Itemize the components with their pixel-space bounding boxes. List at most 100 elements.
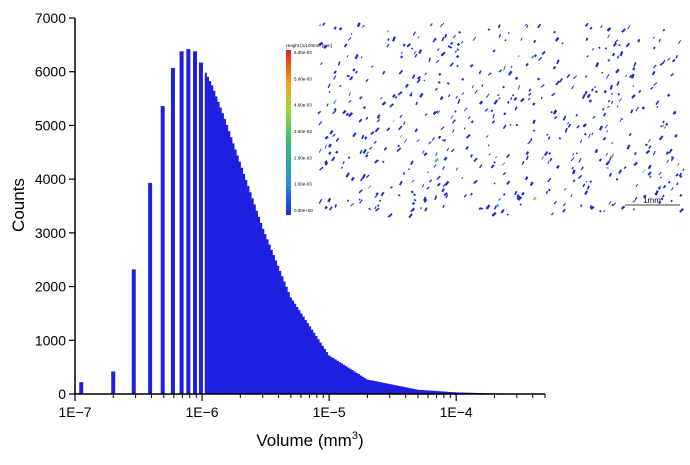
inset-speck — [525, 151, 530, 156]
inset-speck — [517, 196, 523, 201]
inset-speck — [516, 194, 520, 198]
inset-speck — [436, 182, 441, 187]
y-tick-label: 0 — [58, 386, 66, 402]
inset-speck — [659, 62, 664, 67]
inset-speck — [324, 144, 327, 149]
inset-speck — [653, 82, 658, 86]
inset-speck — [529, 181, 534, 187]
inset-speck — [662, 59, 666, 64]
inset-speck — [478, 70, 482, 75]
inset-speck — [590, 205, 595, 210]
inset-speck — [443, 156, 448, 161]
inset-speck — [322, 22, 326, 26]
inset-speck — [616, 55, 620, 58]
inset-speck — [456, 48, 460, 51]
inset-speck — [571, 85, 575, 90]
inset-speck — [611, 153, 615, 159]
inset-speck — [582, 123, 587, 128]
inset-speck — [618, 169, 623, 174]
inset-speck — [417, 36, 420, 39]
inset-speck — [510, 97, 513, 101]
inset-speck — [461, 92, 465, 95]
inset-speck — [498, 69, 503, 73]
inset-speck — [416, 139, 420, 143]
inset-speck — [413, 198, 417, 202]
inset-speck — [348, 100, 352, 103]
inset-speck — [327, 197, 332, 203]
inset-speck — [654, 190, 659, 196]
inset-speck — [594, 90, 598, 94]
inset-speck — [625, 74, 628, 77]
inset-speck — [580, 166, 584, 171]
inset-speck — [397, 91, 403, 96]
inset-speck — [346, 55, 349, 58]
inset-speck — [598, 158, 602, 162]
inset-speck — [532, 119, 536, 124]
inset-speck — [423, 198, 428, 204]
inset-speck — [543, 151, 549, 157]
inset-speck — [324, 205, 328, 210]
inset-speck — [416, 78, 421, 84]
inset-speck — [603, 112, 607, 117]
inset-speck — [346, 199, 350, 202]
inset-speck — [666, 159, 669, 164]
inset-speck — [398, 125, 403, 131]
inset-speck — [407, 168, 411, 171]
inset-speck — [658, 200, 662, 205]
inset-speck — [606, 166, 609, 170]
y-tick-label: 2000 — [35, 279, 66, 295]
inset-speck — [611, 52, 616, 57]
inset-speck — [447, 94, 451, 98]
inset-speck — [655, 100, 660, 106]
histogram-bar — [170, 67, 175, 394]
inset-speck — [334, 205, 337, 208]
inset-speck — [584, 90, 588, 95]
inset-surface-map: Height (1/100mm [mm] 6.00e-03 5.00e-03 4.0… — [284, 20, 688, 219]
inset-speck — [525, 155, 529, 161]
inset-speck — [318, 148, 322, 153]
inset-speck — [638, 89, 642, 94]
inset-speck — [356, 22, 361, 28]
inset-speck — [320, 62, 323, 66]
histogram-bars — [79, 49, 545, 395]
inset-speck — [333, 107, 337, 111]
y-tick-label: 1000 — [35, 332, 66, 348]
inset-speck — [554, 115, 558, 120]
inset-speck — [375, 192, 379, 196]
inset-colorbar-label: 4.00e-03 — [294, 103, 312, 108]
inset-speck — [382, 70, 386, 75]
inset-colorbar-label: 3.00e-03 — [294, 129, 312, 134]
inset-speck — [374, 127, 380, 133]
inset-speck — [571, 169, 576, 175]
inset-speck — [461, 77, 465, 81]
inset-speck — [588, 133, 591, 139]
inset-speck — [586, 93, 591, 99]
inset-speck — [374, 194, 378, 199]
inset-speck — [662, 184, 667, 189]
inset-speck — [676, 182, 679, 186]
inset-speck — [461, 176, 464, 179]
histogram-continuous-bars — [204, 72, 545, 394]
inset-speck — [400, 55, 404, 59]
histogram-bar — [111, 371, 116, 394]
inset-speck — [441, 36, 445, 42]
inset-speck — [497, 93, 500, 97]
inset-speck — [445, 194, 449, 199]
inset-speck — [470, 192, 473, 196]
inset-speck — [562, 208, 566, 213]
inset-speck — [635, 183, 639, 188]
inset-speck — [647, 164, 652, 170]
inset-speck — [550, 110, 553, 114]
histogram-bar — [160, 106, 165, 394]
inset-speck — [383, 147, 388, 151]
inset-speck — [599, 209, 602, 213]
inset-speck — [528, 92, 532, 96]
inset-speck — [598, 125, 604, 131]
inset-speck — [641, 106, 646, 110]
inset-speck — [647, 139, 651, 143]
inset-speck — [449, 45, 453, 49]
inset-speck — [589, 180, 593, 184]
inset-speck — [455, 95, 458, 99]
inset-speck — [665, 151, 669, 155]
inset-speck — [606, 130, 609, 133]
